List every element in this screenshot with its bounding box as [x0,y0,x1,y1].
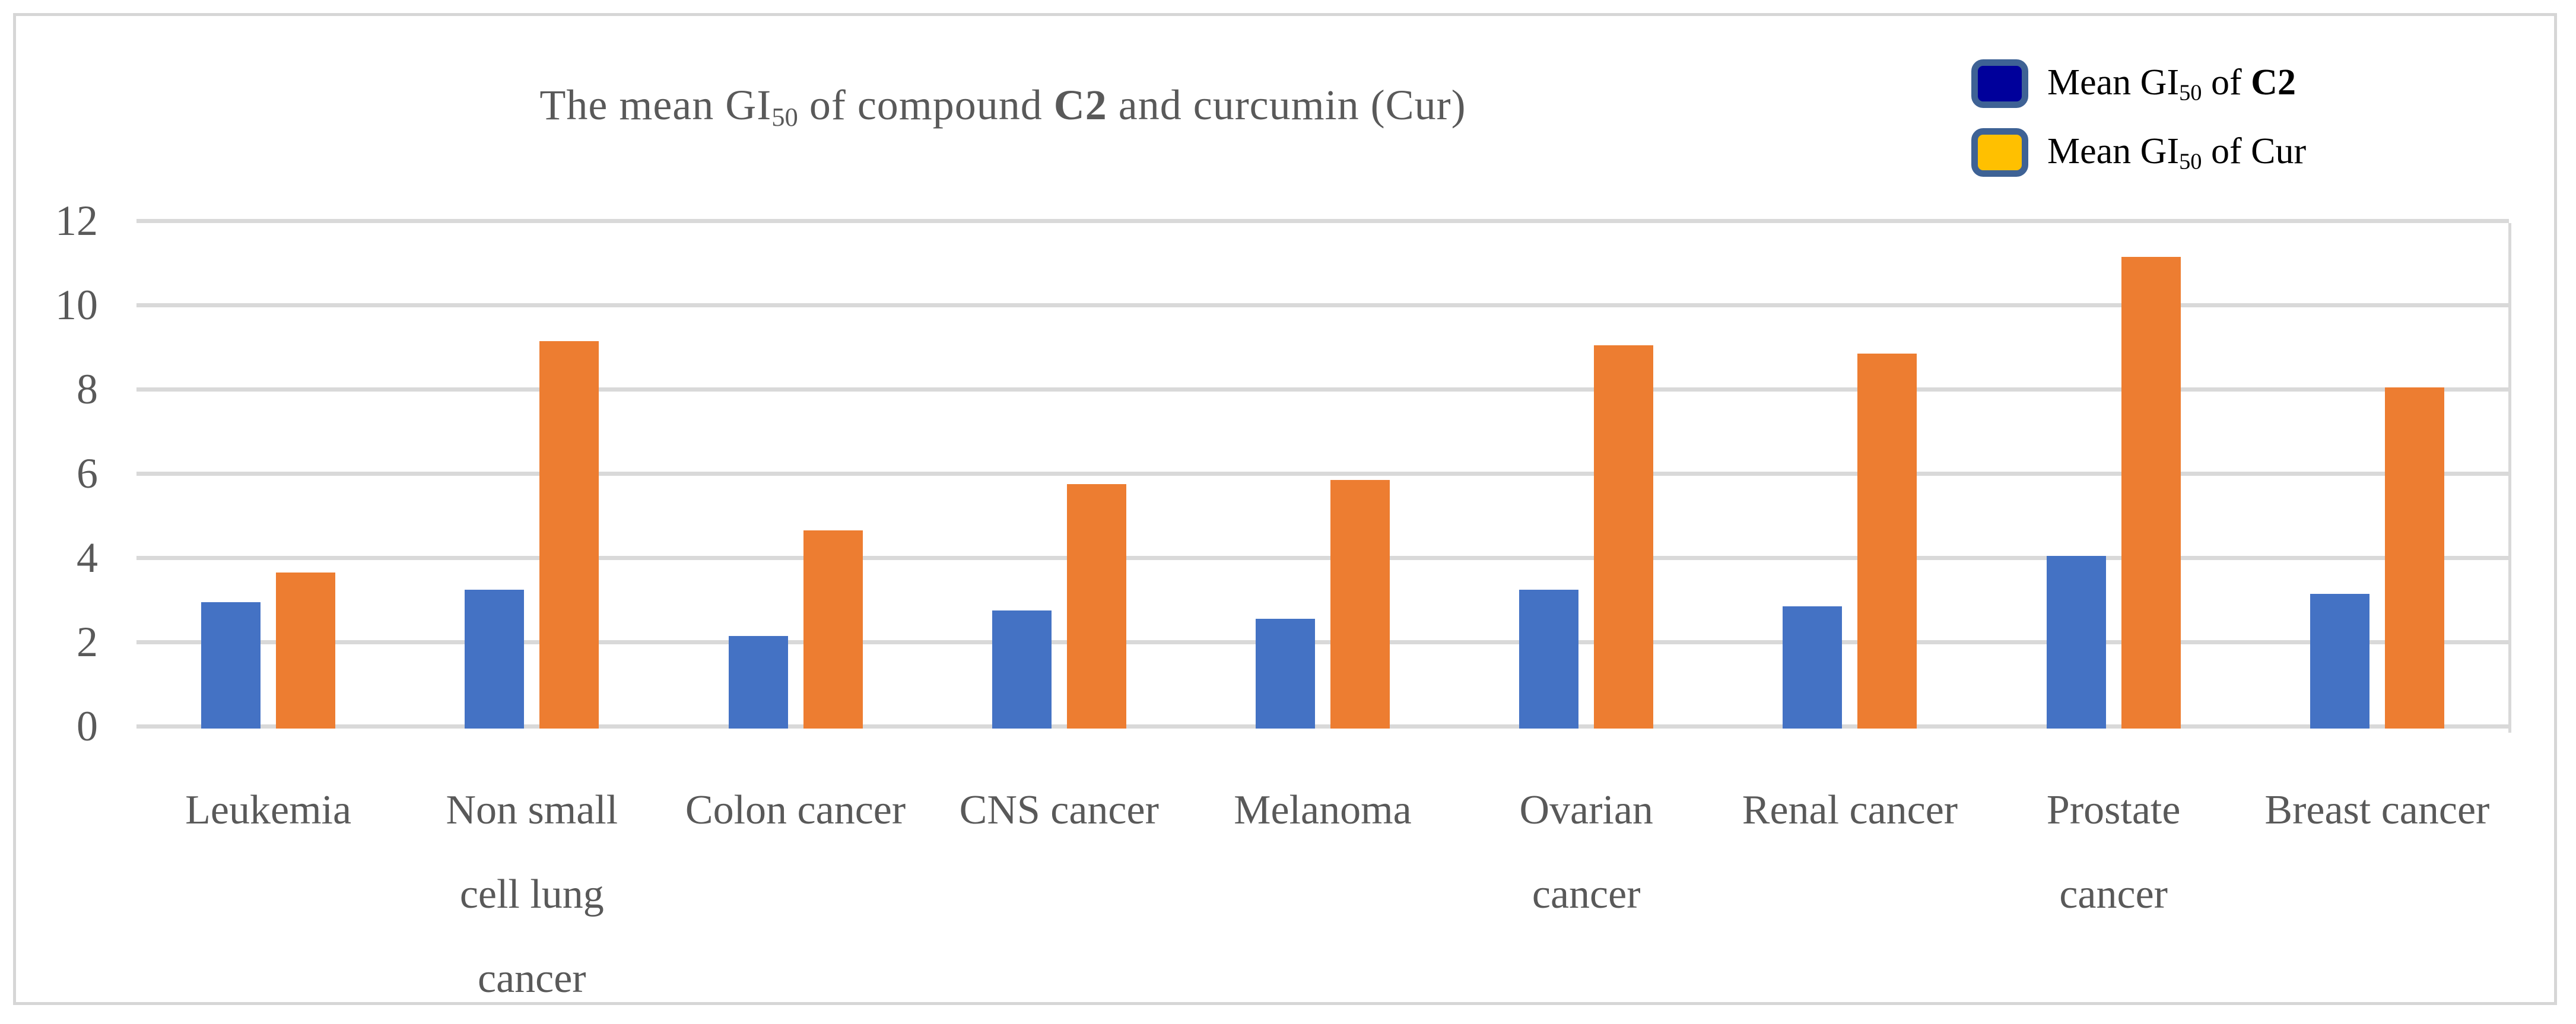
x-axis-label: Breast cancer [2264,787,2490,833]
gridline-y4 [136,556,2509,560]
y-tick-label-10: 10 [55,281,98,329]
x-axis-label: Ovarian cancer [1519,787,1653,917]
plot-area: 0 2 4 6 8 10 12 [55,199,2511,748]
bar-group [1718,354,1981,729]
text-run: of compound [798,81,1054,129]
legend-swatch-c2 [1971,59,2028,108]
bar-group [663,530,927,729]
y-tick-label-12: 12 [55,197,98,244]
text-run: The mean GI [539,81,772,129]
bar [1255,619,1315,729]
bar-group [136,573,400,729]
bar [728,635,788,729]
y-tick-label-8: 8 [77,365,98,413]
x-axis-label: Melanoma [1234,787,1412,833]
bar [2121,256,2181,729]
bar [2384,387,2444,729]
text-run: Mean GI [2047,62,2180,103]
x-axis-line [136,724,2509,729]
legend-swatch-cur [1971,128,2028,177]
text-run: of [2202,62,2251,103]
gridline-y2 [136,640,2509,644]
subscript-text: 50 [2179,80,2202,106]
bar [1066,484,1126,729]
legend-item: Mean GI50 of Cur [1971,128,2306,177]
legend: Mean GI50 of C2 Mean GI50 of Cur [1971,59,2306,197]
x-axis-label: Colon cancer [685,787,906,833]
bar [1330,480,1390,729]
y-tick-label-0: 0 [77,702,98,750]
bar [465,589,525,729]
bar [539,341,599,729]
x-axis-labels: Leukemia Non small cell lung cancer Colon ca… [136,768,2509,1001]
chart-title: The mean GI50 of compound C2 and curcumi… [368,81,1638,132]
subscript-text: 50 [2179,149,2202,174]
x-axis-label: Leukemia [185,787,352,833]
bar-group [1191,480,1454,729]
text-run: and curcumin (Cur) [1107,81,1466,129]
x-axis-label: Renal cancer [1742,787,1958,833]
bar-group [2245,387,2509,729]
bar [992,610,1052,729]
text-run: of Cur [2202,131,2307,171]
bar [1519,589,1579,729]
y-tick-label-6: 6 [77,450,98,497]
y-tick-label-2: 2 [77,618,98,666]
x-axis-label: Non small cell lung cancer [446,787,618,1001]
bar-group [1454,345,1718,729]
gridline-y12 [136,219,2509,223]
bold-text: C2 [2251,62,2296,103]
x-axis-label: Prostate cancer [2046,787,2181,917]
plot-right-border [2508,223,2511,733]
legend-label: Mean GI50 of Cur [2047,131,2306,174]
legend-item: Mean GI50 of C2 [1971,59,2306,108]
text-run: Mean GI [2047,131,2180,171]
subscript-text: 50 [771,102,798,132]
bar [1857,354,1917,729]
bar [1594,345,1654,729]
bold-text: C2 [1053,81,1107,129]
bar-group [400,341,663,729]
x-axis-label: CNS cancer [959,787,1159,833]
y-tick-label-4: 4 [77,534,98,581]
legend-label: Mean GI50 of C2 [2047,62,2296,106]
bar [276,573,336,729]
bar [803,530,863,729]
bar [2046,555,2106,729]
bar [2310,593,2369,729]
bar [201,602,261,729]
bar [1783,606,1843,729]
gridline-y6 [136,472,2509,476]
gridline-y8 [136,387,2509,392]
gridline-y10 [136,303,2509,307]
bar-group [928,484,1191,729]
bar-group [1982,256,2245,729]
